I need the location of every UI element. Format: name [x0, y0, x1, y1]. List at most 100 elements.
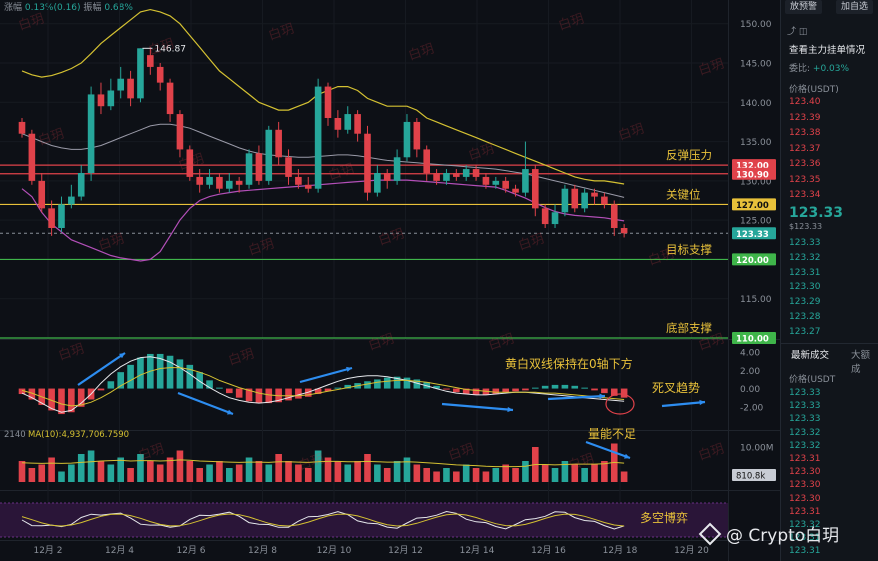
candle-body	[591, 192, 598, 197]
panel-tool-icon[interactable]: ⤴ ◫	[787, 27, 808, 37]
volume-bar	[87, 450, 95, 482]
bid-row[interactable]: 123.33	[789, 238, 821, 248]
candle-body	[18, 121, 26, 134]
orderbook-price-header: 价格(USDT)	[789, 85, 839, 95]
trade-row[interactable]: 123.33	[789, 401, 821, 412]
last-price: 123.33	[789, 205, 844, 221]
candle-body	[472, 169, 480, 177]
ask-row[interactable]: 123.35	[789, 174, 821, 185]
price-axis-divider	[728, 0, 729, 561]
last-price-usd: $123.33	[789, 222, 823, 231]
macd-histogram-bar	[364, 381, 371, 389]
level-tag	[732, 167, 776, 180]
weibi-value: +0.03%	[812, 64, 850, 74]
trade-row[interactable]: 123.30	[789, 467, 821, 478]
macd-histogram-bar	[295, 388, 302, 399]
volume-bar	[314, 450, 322, 482]
macd-histogram-bar	[561, 384, 569, 389]
panel-divider	[0, 430, 780, 431]
macd-histogram-bar	[156, 353, 164, 389]
macd-histogram-bar	[453, 388, 460, 393]
candle-body	[275, 129, 282, 158]
bid-row[interactable]: 123.27	[789, 326, 821, 337]
trade-row[interactable]: 123.30	[789, 493, 821, 504]
volume-tag-label: 810.8k	[736, 472, 765, 482]
macd-histogram-bar	[502, 388, 509, 393]
candlestick-chart[interactable]: 150.00 145.00 140.00 135.00 130.00 125.00 120.…	[0, 0, 780, 561]
trade-row[interactable]: 123.31	[789, 533, 821, 544]
trade-row[interactable]: 123.31	[789, 546, 821, 557]
volume-bar	[324, 457, 332, 482]
volume-ma-line	[21, 459, 625, 468]
trade-row[interactable]: 123.32	[789, 520, 821, 530]
trade-row[interactable]: 123.33	[789, 414, 821, 425]
macd-histogram-bar	[255, 388, 263, 404]
right-panel: 放预警 加自选 ⤴ ◫ 查看主力挂单情况 委比: +0.03% 价格(USDT)…	[780, 0, 878, 561]
candle-body	[176, 114, 184, 150]
tab-latest-trades[interactable]: 最新成交	[791, 350, 830, 361]
trade-row[interactable]: 123.32	[789, 440, 821, 451]
order-book-title[interactable]: 查看主力挂单情况	[789, 45, 866, 56]
volume-bar	[295, 464, 302, 482]
ask-row[interactable]: 123.40	[789, 97, 821, 107]
ask-row[interactable]: 123.36	[789, 159, 821, 169]
trade-row[interactable]: 123.30	[789, 480, 821, 491]
macd-histogram-bar	[18, 388, 26, 395]
candle-body	[216, 176, 223, 189]
trend-arrow	[661, 400, 706, 408]
oscillator-line-yellow	[21, 513, 625, 527]
x-tick-label: 12月 14	[460, 545, 495, 556]
weibi-row: 委比: +0.03%	[789, 61, 849, 74]
price-tick-label: 145.00	[740, 60, 772, 70]
add-favorite-button[interactable]: 加自选	[836, 0, 874, 14]
price-tick-label: 115.00	[740, 295, 772, 305]
macd-histogram-bar	[443, 388, 450, 390]
bid-row[interactable]: 123.29	[789, 297, 821, 308]
trade-row[interactable]: 123.33	[789, 388, 821, 398]
watermark-text: 白玥	[696, 56, 726, 79]
watermark-text: 白玥	[16, 11, 46, 34]
volume-bar	[620, 471, 628, 482]
trade-row[interactable]: 123.32	[789, 427, 821, 438]
trade-row[interactable]: 123.31	[789, 506, 821, 517]
level-tag	[732, 253, 776, 266]
volume-bar	[127, 468, 134, 482]
macd-histogram-bar	[48, 388, 55, 411]
level-tag-label: 130.90	[736, 170, 769, 180]
chart-area[interactable]: 涨幅 0.13%(0.16) 振幅 0.68% 150.00 145.00 140.…	[0, 0, 780, 561]
watermark-text: 白玥	[516, 231, 546, 254]
panel-divider	[0, 339, 780, 340]
macd-histogram-bar	[216, 387, 223, 389]
ask-row[interactable]: 123.38	[789, 128, 821, 138]
volume-bar	[206, 464, 213, 482]
alert-button[interactable]: 放预警	[785, 0, 823, 14]
volume-bar	[423, 468, 431, 482]
watermark-text: 白玥	[176, 151, 206, 174]
candle-body	[453, 173, 460, 177]
ask-row[interactable]: 123.37	[789, 143, 821, 154]
candle-body	[87, 94, 95, 173]
trend-arrow-head	[227, 409, 233, 415]
watermark-text: 白玥	[376, 226, 406, 249]
ask-row[interactable]: 123.39	[789, 112, 821, 123]
ask-row[interactable]: 123.34	[789, 190, 821, 200]
volume-bar	[304, 468, 312, 482]
trade-row[interactable]: 123.31	[789, 454, 821, 464]
volume-bar	[403, 457, 411, 482]
candle-body	[423, 149, 431, 173]
tab-big-trades[interactable]: 大额成	[851, 350, 871, 375]
macd-histogram-bar	[551, 384, 559, 389]
bid-row[interactable]: 123.32	[789, 252, 821, 263]
volume-bar	[581, 468, 588, 482]
volume-bar	[18, 461, 26, 482]
volume-bar	[443, 468, 450, 482]
trend-arrow	[299, 366, 353, 384]
candle-body	[413, 121, 421, 150]
bid-row[interactable]: 123.28	[789, 312, 821, 322]
volume-bar	[374, 464, 381, 482]
bid-row[interactable]: 123.31	[789, 267, 821, 278]
volume-bar	[472, 468, 480, 482]
candle-body	[482, 176, 490, 185]
macd-histogram-bar	[245, 388, 253, 402]
bid-row[interactable]: 123.30	[789, 282, 821, 293]
